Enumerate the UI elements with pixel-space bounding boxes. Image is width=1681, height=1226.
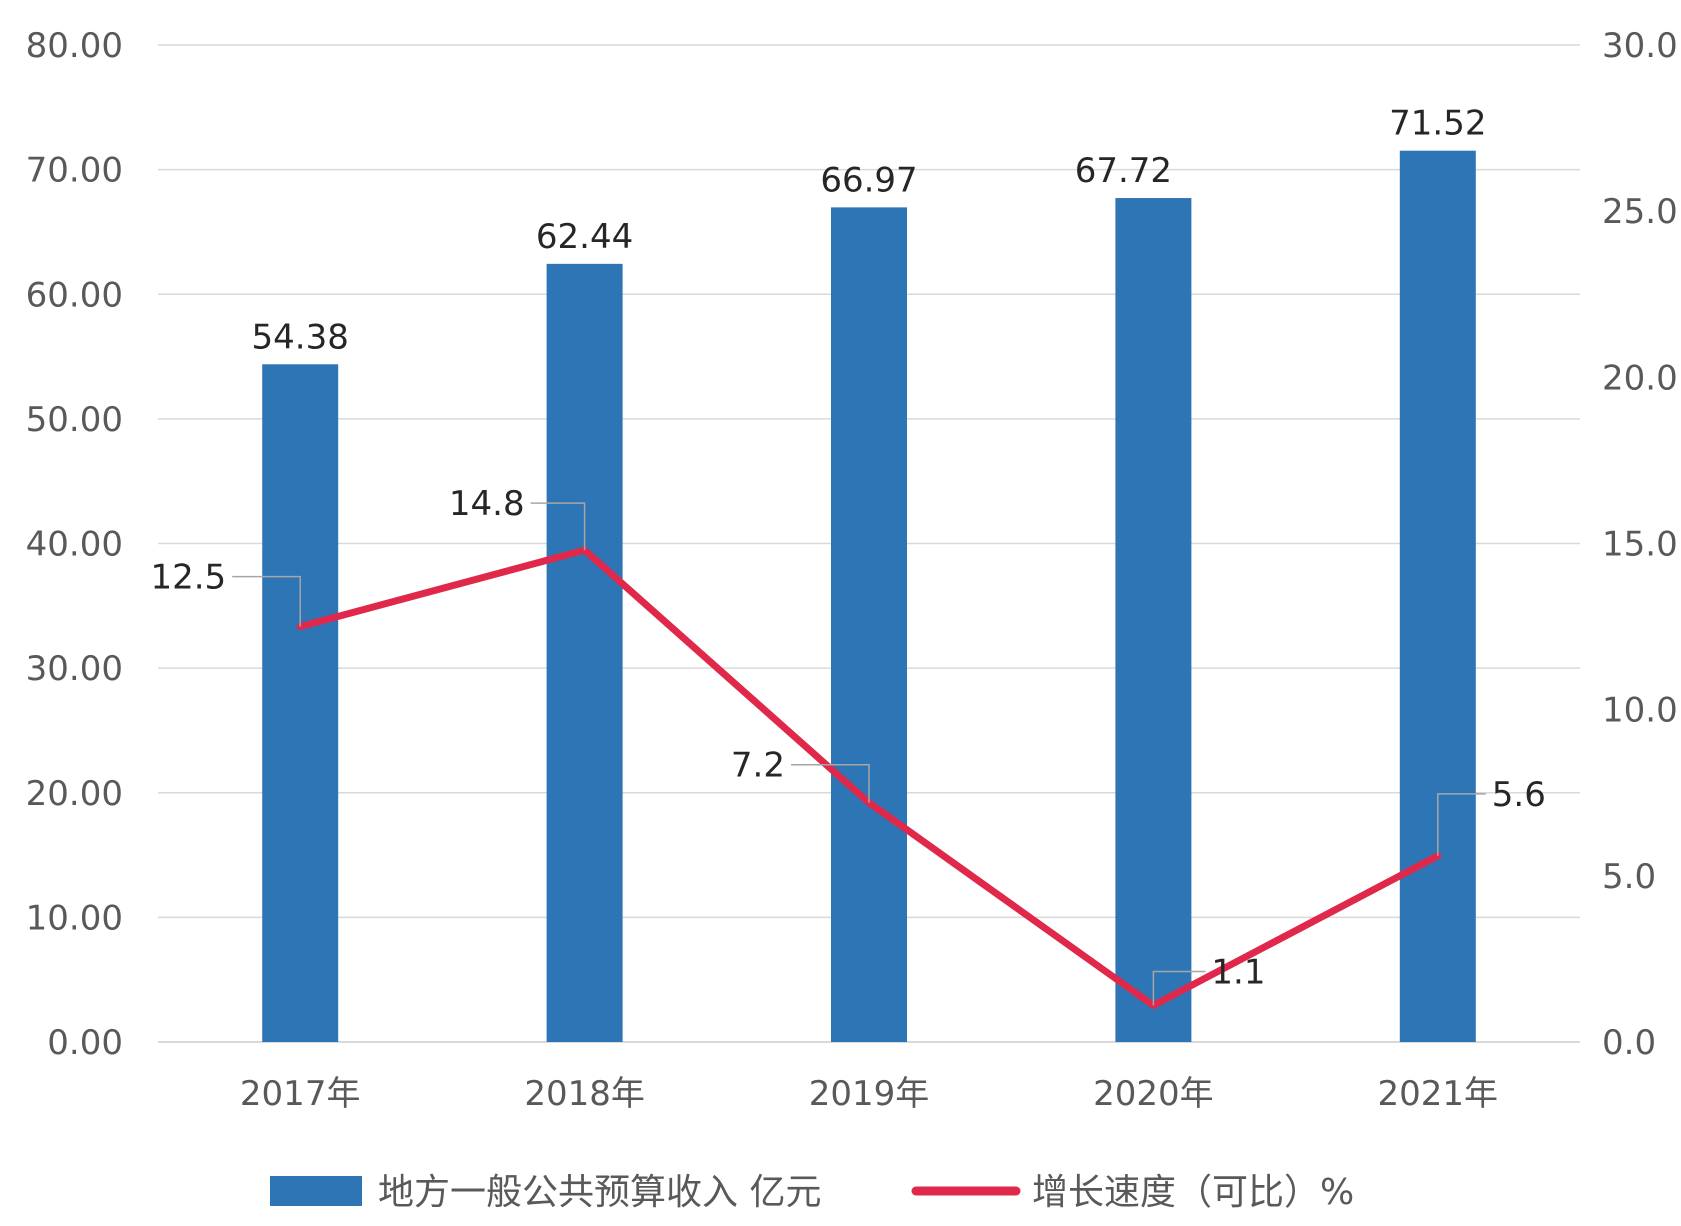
x-axis-ticks: 2017年 2018年 2019年 2020年 2021年 [240,1074,1498,1114]
bar [262,364,339,1042]
line-label-leader [232,575,301,627]
right-axis-ticks: 0.0 5.0 10.0 15.0 20.0 25.0 30.0 [1602,26,1678,1063]
line-data-label: 12.5 [150,558,226,598]
right-axis-tick-label: 25.0 [1602,192,1678,232]
line-label-leader [1437,793,1486,856]
line-label-leader [530,502,586,551]
line-data-labels: 12.5 14.8 7.2 1.1 5.6 [150,484,1546,1006]
left-axis-ticks: 0.00 10.00 20.00 30.00 40.00 50.00 60.00 70.00 8… [26,26,123,1063]
line-label-leader [791,763,870,803]
right-axis-tick-label: 5.0 [1602,857,1656,897]
left-axis-tick-label: 30.00 [26,649,123,689]
bar [546,263,623,1042]
left-axis-tick-label: 60.00 [26,275,123,315]
right-axis-tick-label: 0.0 [1602,1023,1656,1063]
x-axis-tick-label: 2018年 [524,1074,645,1114]
x-axis-tick-label: 2019年 [809,1074,930,1114]
right-axis-tick-label: 10.0 [1602,691,1678,731]
bar-data-label: 62.44 [536,217,633,257]
bar [1115,198,1192,1043]
x-axis-tick-label: 2017年 [240,1074,361,1114]
left-axis-tick-label: 70.00 [26,151,123,191]
bar-series [262,150,1476,1043]
bar-data-label: 66.97 [820,160,917,200]
line-data-label: 14.8 [449,484,525,524]
right-axis-tick-label: 20.0 [1602,358,1678,398]
left-axis-tick-label: 80.00 [26,26,123,66]
legend: 地方一般公共预算收入 亿元 增长速度（可比）% [270,1172,1354,1213]
line-data-label: 7.2 [731,746,785,786]
legend-bar-label: 地方一般公共预算收入 亿元 [378,1172,821,1213]
right-axis-tick-label: 30.0 [1602,26,1678,66]
bar [1399,150,1476,1042]
right-axis-tick-label: 15.0 [1602,525,1678,565]
x-axis-tick-label: 2020年 [1093,1074,1214,1114]
bar-data-labels: 54.38 62.44 66.97 67.72 71.52 [252,104,1487,358]
bar-data-label: 67.72 [1075,151,1172,191]
legend-line-label: 增长速度（可比）% [1032,1172,1354,1213]
bar [831,207,907,1043]
left-axis-tick-label: 20.00 [26,774,123,814]
bar-data-label: 54.38 [252,317,349,357]
line-data-label: 1.1 [1211,952,1265,992]
bar-data-label: 71.52 [1389,104,1486,144]
line-label-leader [1152,970,1206,1006]
left-axis-tick-label: 0.00 [47,1023,123,1063]
line-data-label: 5.6 [1492,775,1546,815]
legend-bar-swatch [270,1176,362,1206]
left-axis-tick-label: 10.00 [26,898,123,938]
left-axis-tick-label: 40.00 [26,525,123,565]
x-axis-tick-label: 2021年 [1378,1074,1499,1114]
left-axis-tick-label: 50.00 [26,400,123,440]
